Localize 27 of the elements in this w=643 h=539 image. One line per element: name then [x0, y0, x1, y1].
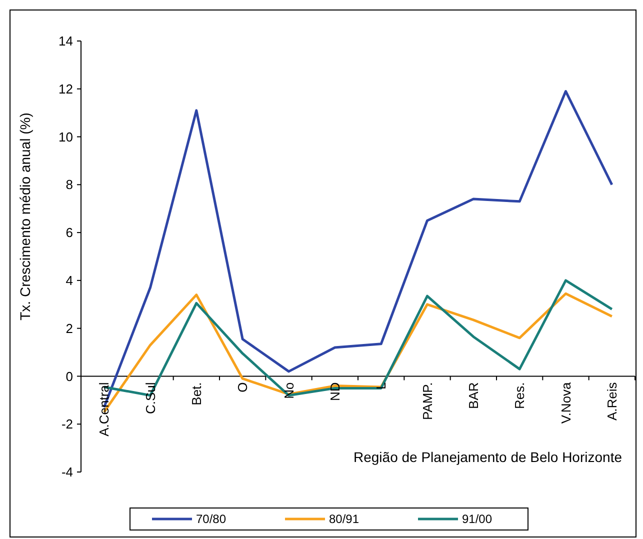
x-tick-label: No — [281, 382, 296, 399]
y-tick-label: -4 — [61, 464, 73, 480]
x-tick-label: V.Nova — [558, 381, 574, 424]
y-tick-label: 2 — [66, 320, 73, 336]
legend-label: 91/00 — [462, 512, 492, 526]
x-tick-label: BAR — [466, 382, 481, 409]
y-tick-label: 10 — [58, 129, 73, 144]
y-axis-title: Tx. Crescimento médio anual (%) — [17, 112, 33, 320]
x-tick-label: Res. — [512, 382, 528, 409]
y-tick-label: 0 — [66, 368, 73, 384]
x-tick-label: C.Sul — [142, 382, 158, 414]
x-tick-label: A.Reis — [604, 382, 620, 421]
y-tick-label: -2 — [61, 416, 73, 432]
x-tick-label: ND — [327, 382, 342, 402]
y-tick-label: 4 — [66, 272, 73, 288]
x-tick-label: PAMP. — [420, 382, 435, 420]
x-tick-label: Bet. — [188, 382, 204, 406]
x-tick-label: O — [235, 382, 250, 392]
y-tick-label: 14 — [58, 34, 73, 49]
y-tick-label: 6 — [66, 225, 73, 240]
x-axis-title: Região de Planejamento de Belo Horizonte — [353, 449, 622, 465]
legend-label: 80/91 — [329, 512, 360, 526]
legend-label: 70/80 — [196, 512, 226, 526]
x-tick-label: L — [374, 382, 389, 390]
y-tick-label: 12 — [58, 81, 73, 96]
x-tick-label: A.Central — [96, 382, 112, 436]
y-tick-label: 8 — [66, 177, 73, 192]
